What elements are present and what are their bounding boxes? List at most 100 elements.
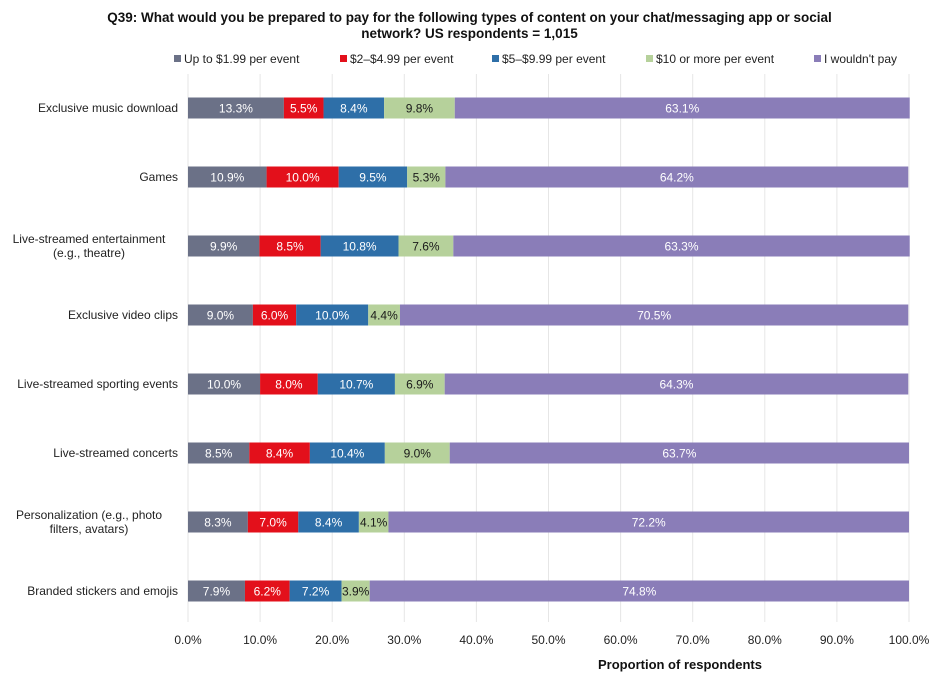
bar-segment [266, 166, 339, 188]
category-label-line: Branded stickers and emojis [27, 584, 178, 598]
legend-label: $5–$9.99 per event [502, 52, 606, 66]
data-label: 8.4% [315, 516, 343, 530]
x-tick-label: 10.0% [243, 633, 277, 647]
x-tick-label: 90.0% [820, 633, 854, 647]
chart-title: Q39: What would you be prepared to pay f… [0, 10, 939, 42]
x-tick-label: 100.0% [889, 633, 930, 647]
bar-segment [259, 235, 321, 257]
data-label: 74.8% [622, 585, 656, 599]
bar-segment [384, 442, 450, 464]
category-label: Exclusive music download [0, 101, 178, 115]
bar-segment [399, 304, 909, 326]
bar-segment [398, 235, 454, 257]
bar-segment [309, 442, 385, 464]
category-label: Live-streamed concerts [0, 446, 178, 460]
data-label: 4.4% [370, 309, 398, 323]
category-label: Personalization (e.g., photo filters, ava… [0, 508, 178, 536]
data-label: 7.9% [203, 585, 231, 599]
data-label: 7.0% [259, 516, 287, 530]
data-label: 6.0% [261, 309, 289, 323]
category-label-line: filters, avatars) [49, 522, 129, 536]
bar-segment [338, 166, 408, 188]
category-label-line: Exclusive video clips [67, 308, 178, 322]
bar-segment [188, 511, 248, 533]
category-label-line: Live-streamed entertainment [12, 232, 166, 246]
bar-segment [289, 580, 342, 602]
x-axis-title: Proportion of respondents [598, 657, 762, 672]
bar-segment [188, 373, 261, 395]
legend-swatch-icon [814, 55, 821, 62]
bar-segment [368, 304, 400, 326]
bar-segment [252, 304, 297, 326]
data-label: 72.2% [632, 516, 666, 530]
x-tick-label: 50.0% [531, 633, 565, 647]
category-label-line: (e.g., theatre) [52, 246, 126, 260]
legend-swatch-icon [492, 55, 499, 62]
legend-label: Up to $1.99 per event [184, 52, 300, 66]
data-label: 10.0% [315, 309, 349, 323]
legend-swatch-icon [646, 55, 653, 62]
data-label: 5.5% [290, 102, 318, 116]
data-label: 10.4% [330, 447, 364, 461]
bar-segment [449, 442, 909, 464]
bar-segment [317, 373, 395, 395]
bar-segment [384, 97, 455, 119]
x-tick-label: 80.0% [748, 633, 782, 647]
bar-segment [444, 373, 909, 395]
category-label-line: Live-streamed concerts [53, 446, 178, 460]
bar-segment [247, 511, 299, 533]
data-label: 5.3% [413, 171, 441, 185]
legend-swatch-icon [340, 55, 347, 62]
x-tick-label: 60.0% [604, 633, 638, 647]
legend-label: $2–$4.99 per event [350, 52, 454, 66]
bar-segment [188, 97, 284, 119]
bar-segment [320, 235, 399, 257]
bar-segment [323, 97, 385, 119]
bar-segment [369, 580, 909, 602]
bar-segment [188, 235, 260, 257]
data-label: 63.7% [662, 447, 696, 461]
x-tick-label: 30.0% [387, 633, 421, 647]
category-label-line: Exclusive music download [37, 101, 178, 115]
data-label: 10.9% [210, 171, 244, 185]
data-label: 8.5% [205, 447, 233, 461]
bar-segment [394, 373, 445, 395]
data-label: 9.8% [406, 102, 434, 116]
data-label: 8.5% [276, 240, 304, 254]
data-label: 9.0% [404, 447, 432, 461]
bar-segment [454, 97, 910, 119]
data-label: 63.3% [665, 240, 699, 254]
data-label: 6.2% [254, 585, 282, 599]
data-label: 8.0% [275, 378, 303, 392]
legend-item-2-4-99: $2–$4.99 per event [340, 52, 453, 66]
data-label: 6.9% [406, 378, 434, 392]
legend-item-up-to-1-99: Up to $1.99 per event [174, 52, 299, 66]
x-tick-label: 70.0% [676, 633, 710, 647]
data-label: 8.3% [204, 516, 232, 530]
data-label: 9.5% [359, 171, 387, 185]
data-label: 7.2% [302, 585, 330, 599]
bar-segment [283, 97, 324, 119]
bar-segment [188, 580, 245, 602]
bar-segment [244, 580, 290, 602]
x-tick-label: 40.0% [459, 633, 493, 647]
bar-segment [358, 511, 389, 533]
bar-segment [188, 304, 253, 326]
x-tick-label: 0.0% [174, 633, 202, 647]
data-label: 4.1% [360, 516, 388, 530]
data-label: 10.0% [207, 378, 241, 392]
bar-segment [453, 235, 910, 257]
bar-segment [249, 442, 310, 464]
chart-title-line-2: network? US respondents = 1,015 [361, 26, 578, 41]
data-label: 3.9% [342, 585, 370, 599]
bar-segment [445, 166, 909, 188]
data-label: 64.3% [659, 378, 693, 392]
category-label: Branded stickers and emojis [0, 584, 178, 598]
legend-label: I wouldn't pay [824, 52, 898, 66]
x-tick-label: 20.0% [315, 633, 349, 647]
bar-segment [260, 373, 318, 395]
data-label: 10.0% [286, 171, 320, 185]
data-label: 10.8% [343, 240, 377, 254]
bar-segment [188, 166, 267, 188]
legend-item-5-9-99: $5–$9.99 per event [492, 52, 605, 66]
